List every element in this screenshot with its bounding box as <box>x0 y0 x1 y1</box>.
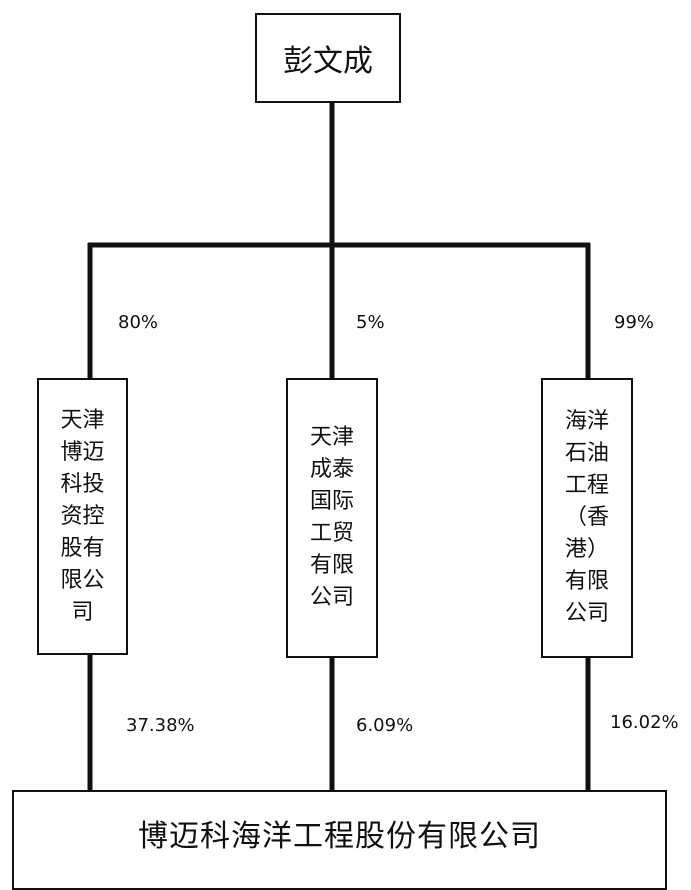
top-node-box: 彭文成 <box>255 13 401 103</box>
bottom-node-box: 博迈科海洋工程股份有限公司 <box>12 790 667 890</box>
middle-node-label-3: 海洋石油工程（香港）有限公司 <box>564 409 609 626</box>
middle-node-box-3: 海洋石油工程（香港）有限公司 <box>541 378 633 658</box>
holding-share-1: 37.38% <box>126 715 195 736</box>
middle-node-label-1: 天津博迈科投资控股有限公司 <box>60 407 105 625</box>
bottom-node-label: 博迈科海洋工程股份有限公司 <box>138 819 541 854</box>
middle-node-box-1: 天津博迈科投资控股有限公司 <box>37 378 128 655</box>
middle-node-label-2: 天津成泰国际工贸有限公司 <box>309 425 354 610</box>
owner-share-2: 5% <box>356 312 385 333</box>
holding-share-3: 16.02% <box>610 712 679 733</box>
owner-share-1: 80% <box>118 312 159 333</box>
middle-node-box-2: 天津成泰国际工贸有限公司 <box>286 378 378 658</box>
owner-share-3: 99% <box>614 312 655 333</box>
holding-share-2: 6.09% <box>356 715 414 736</box>
top-node-label: 彭文成 <box>283 44 373 79</box>
